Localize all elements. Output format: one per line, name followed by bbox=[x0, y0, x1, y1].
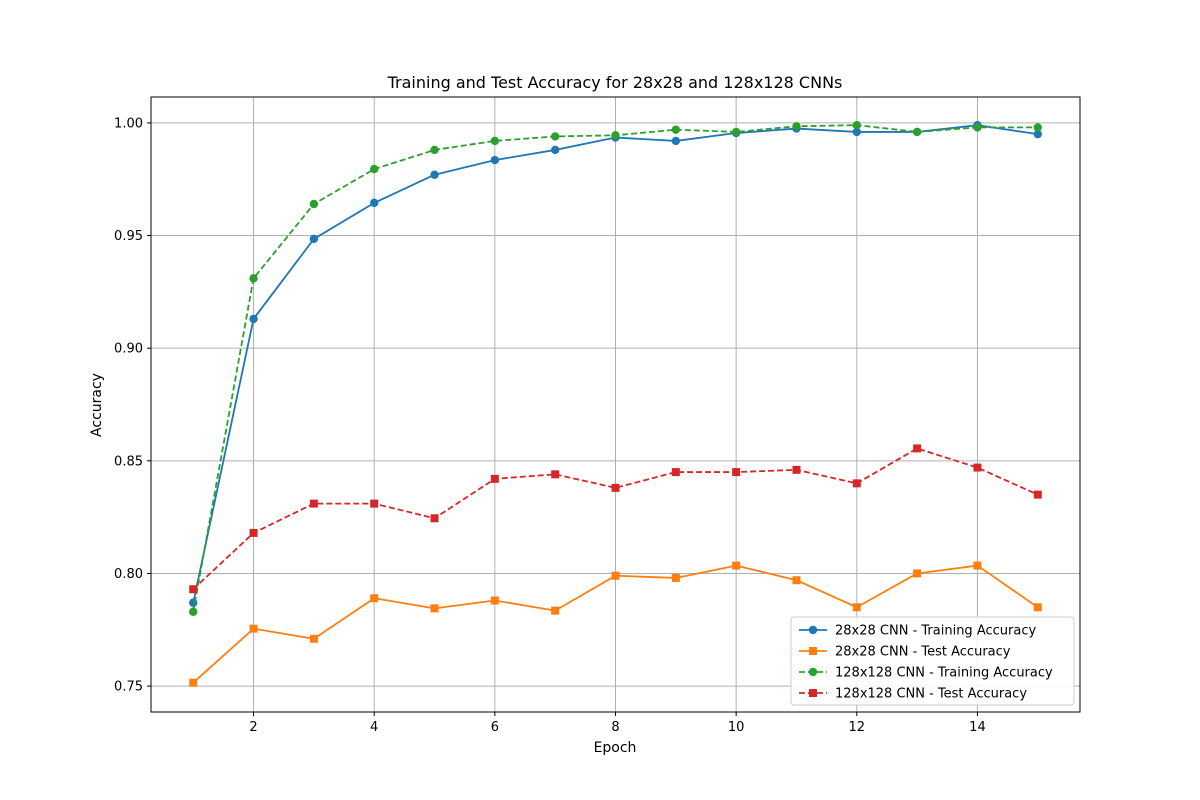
data-point bbox=[611, 571, 620, 580]
data-point bbox=[792, 465, 801, 474]
data-point bbox=[189, 607, 198, 616]
y-axis-label: Accuracy bbox=[89, 373, 105, 437]
data-point bbox=[249, 274, 258, 283]
data-point bbox=[732, 468, 741, 477]
data-point bbox=[189, 678, 198, 687]
data-point bbox=[1033, 123, 1042, 132]
chart-title: Training and Test Accuracy for 28x28 and… bbox=[387, 73, 843, 92]
data-point bbox=[551, 470, 560, 479]
x-axis-label: Epoch bbox=[594, 740, 637, 756]
data-point bbox=[912, 127, 922, 137]
x-tick-label: 10 bbox=[728, 720, 745, 735]
legend-item: 28x28 CNN - Training Accuracy bbox=[799, 624, 1036, 639]
y-tick-label: 0.90 bbox=[114, 342, 143, 357]
y-axis-ticks: 0.75 0.80 0.85 0.90 0.95 1.00 bbox=[114, 116, 151, 695]
data-point bbox=[671, 136, 681, 146]
data-point bbox=[430, 604, 439, 613]
x-tick-label: 8 bbox=[611, 720, 619, 735]
data-point bbox=[973, 463, 982, 472]
data-point bbox=[430, 514, 439, 523]
data-point bbox=[430, 145, 439, 155]
x-tick-label: 2 bbox=[249, 720, 257, 735]
data-point bbox=[309, 499, 318, 508]
y-tick-label: 0.85 bbox=[114, 454, 143, 469]
data-point bbox=[370, 198, 379, 208]
data-point bbox=[671, 468, 680, 477]
y-tick-label: 0.95 bbox=[114, 229, 143, 244]
y-tick-label: 0.75 bbox=[114, 680, 143, 695]
data-point bbox=[249, 314, 258, 324]
data-point bbox=[189, 585, 198, 594]
data-point bbox=[671, 573, 680, 582]
legend-item: 128x128 CNN - Training Accuracy bbox=[799, 666, 1053, 681]
legend-item: 128x128 CNN - Test Accuracy bbox=[799, 687, 1027, 702]
legend-box bbox=[790, 616, 1075, 706]
legend-label: 28x28 CNN - Test Accuracy bbox=[835, 645, 1011, 660]
data-point bbox=[1033, 603, 1042, 612]
data-point bbox=[732, 561, 741, 570]
legend-item: 28x28 CNN - Test Accuracy bbox=[799, 645, 1011, 660]
series-4 bbox=[189, 444, 1042, 594]
legend-label: 128x128 CNN - Training Accuracy bbox=[835, 666, 1053, 681]
data-point bbox=[430, 170, 439, 179]
data-point bbox=[852, 120, 861, 130]
data-point bbox=[913, 444, 922, 453]
data-point bbox=[550, 132, 560, 141]
data-point bbox=[249, 624, 258, 633]
y-tick-label: 1.00 bbox=[114, 116, 143, 131]
data-point bbox=[1033, 490, 1042, 499]
data-point bbox=[731, 127, 741, 137]
data-point bbox=[611, 131, 620, 140]
data-point bbox=[370, 164, 379, 174]
data-point bbox=[792, 122, 801, 131]
data-point bbox=[490, 474, 499, 483]
data-point bbox=[309, 634, 318, 643]
data-point bbox=[671, 125, 681, 134]
legend-marker bbox=[808, 667, 818, 677]
data-point bbox=[309, 234, 319, 244]
data-point bbox=[852, 127, 861, 137]
data-point bbox=[249, 528, 258, 537]
series-2 bbox=[189, 561, 1042, 687]
legend-label: 28x28 CNN - Training Accuracy bbox=[835, 624, 1036, 639]
series-layer bbox=[189, 120, 1042, 687]
x-tick-label: 4 bbox=[370, 720, 378, 735]
data-point bbox=[370, 594, 379, 603]
data-point bbox=[490, 136, 500, 146]
data-point bbox=[913, 569, 922, 578]
data-point bbox=[490, 596, 499, 605]
y-tick-label: 0.80 bbox=[114, 567, 143, 582]
data-point bbox=[973, 123, 982, 132]
data-point bbox=[1033, 129, 1042, 139]
legend-marker bbox=[808, 625, 818, 635]
data-point bbox=[370, 499, 379, 508]
data-point bbox=[852, 479, 861, 488]
x-axis-ticks: 2 4 6 8 10 12 14 bbox=[249, 712, 986, 735]
x-tick-label: 14 bbox=[969, 720, 986, 735]
data-point bbox=[550, 145, 560, 155]
legend: 28x28 CNN - Training Accuracy 28x28 CNN -… bbox=[790, 616, 1075, 706]
grid-lines bbox=[151, 97, 1080, 712]
x-tick-label: 6 bbox=[491, 720, 499, 735]
data-point bbox=[973, 561, 982, 570]
data-point bbox=[792, 576, 801, 585]
data-point bbox=[611, 483, 620, 492]
series-line bbox=[192, 447, 1039, 590]
legend-marker bbox=[809, 647, 817, 655]
data-point bbox=[490, 155, 500, 165]
legend-label: 128x128 CNN - Test Accuracy bbox=[835, 687, 1027, 702]
series-3 bbox=[189, 120, 1042, 616]
legend-marker bbox=[809, 689, 817, 697]
data-point bbox=[852, 603, 861, 612]
x-tick-label: 12 bbox=[849, 720, 866, 735]
data-point bbox=[309, 199, 319, 209]
data-point bbox=[551, 606, 560, 615]
